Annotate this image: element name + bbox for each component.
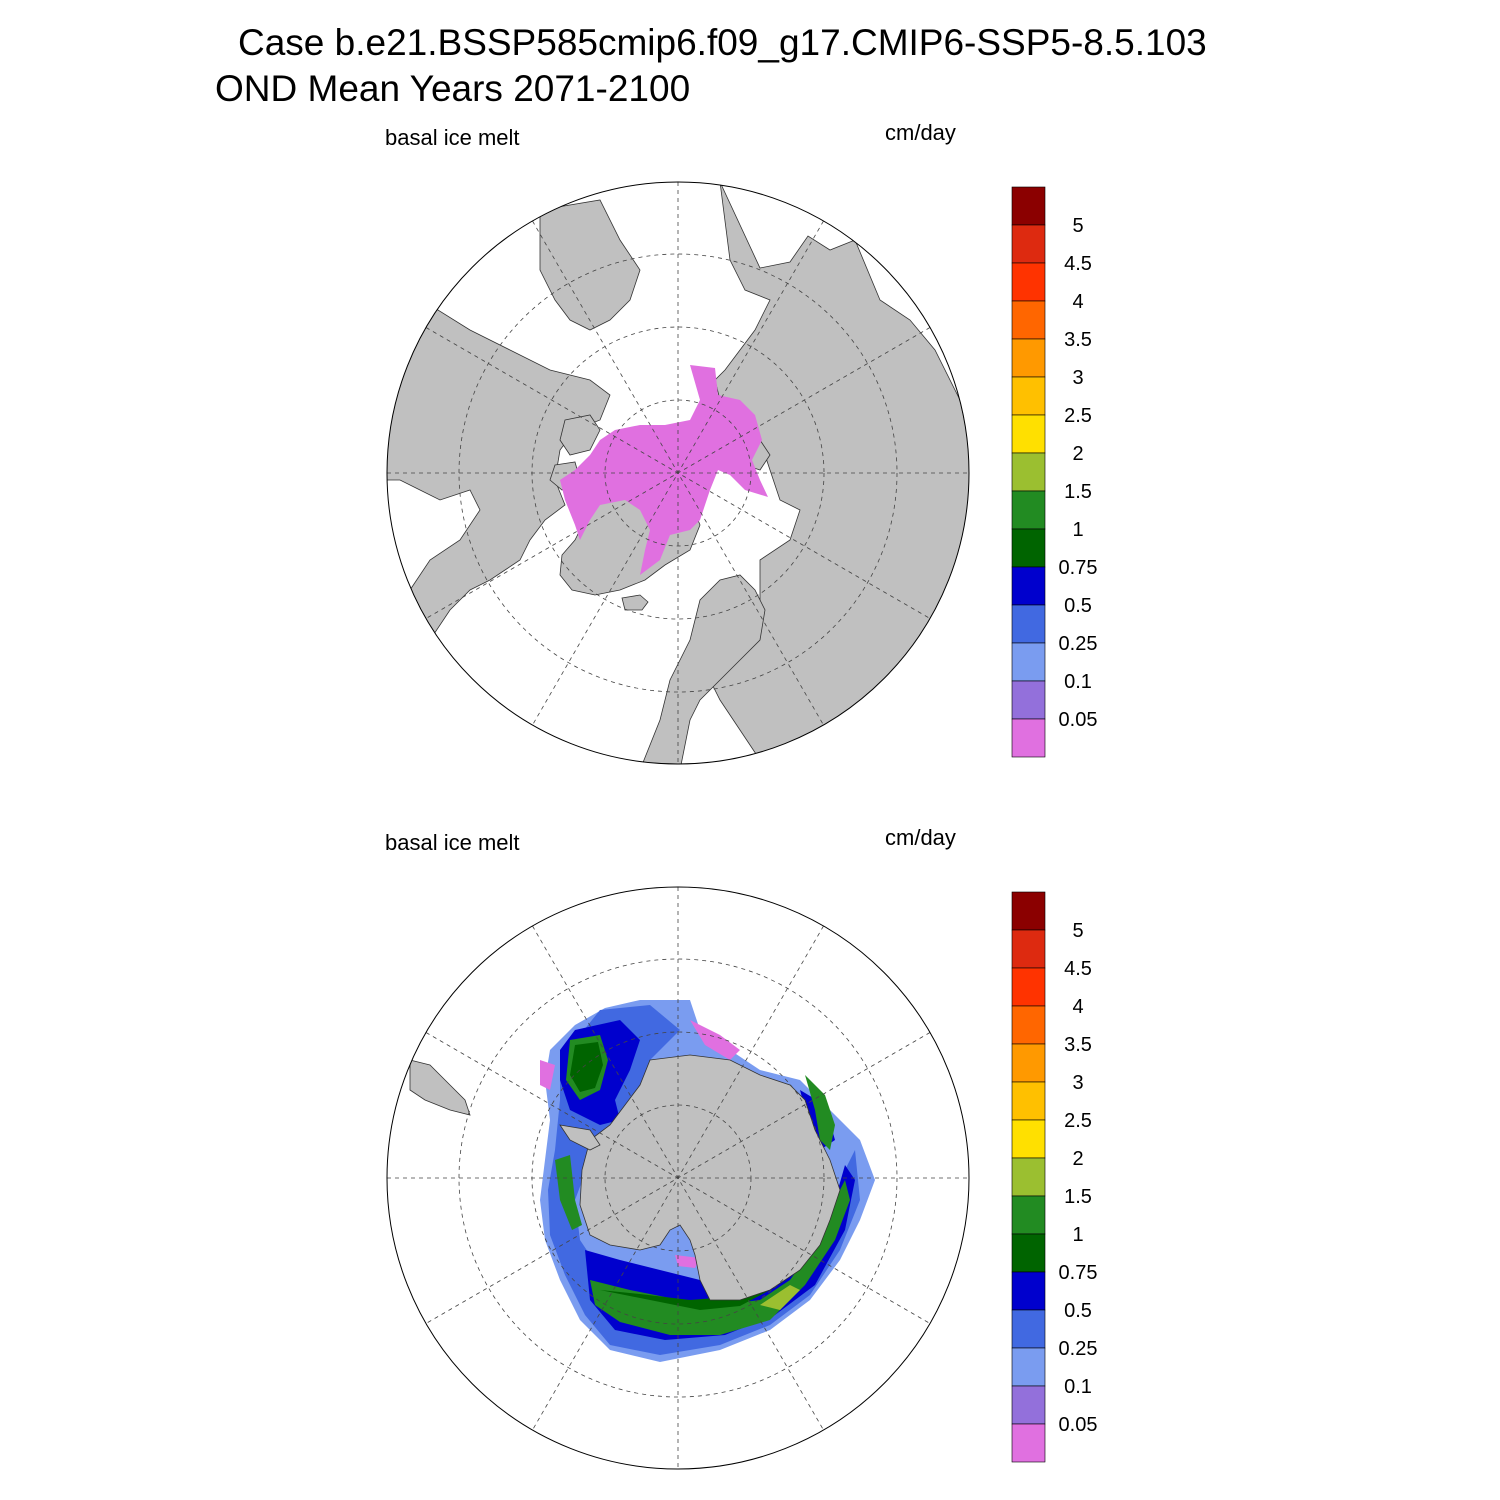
north-colorbar-swatch xyxy=(1011,262,1046,302)
south-colorbar-tick-label: 1.5 xyxy=(1064,1186,1092,1208)
north-colorbar-swatch xyxy=(1011,186,1046,226)
south-colorbar-tick-label: 0.05 xyxy=(1059,1414,1098,1436)
north-colorbar-swatch xyxy=(1011,566,1046,606)
north-colorbar-tick-label: 0.75 xyxy=(1059,557,1098,579)
north-panel-units-label: cm/day xyxy=(885,120,956,145)
south-map-border xyxy=(386,886,970,1470)
north-colorbar: 5 4.5 4 3.5 3 2.5 2 1.5 1 0.75 0.5 0.25 0.1 0.05 xyxy=(1011,186,1098,758)
south-panel-units-label: cm/day xyxy=(885,825,956,850)
north-colorbar-swatch xyxy=(1011,414,1046,454)
south-colorbar-swatch xyxy=(1011,891,1046,931)
south-colorbar-swatch xyxy=(1011,1233,1046,1273)
north-colorbar-tick-label: 5 xyxy=(1072,215,1083,237)
south-colorbar-swatch xyxy=(1011,1309,1046,1349)
north-colorbar-tick-label: 0.1 xyxy=(1064,671,1092,693)
north-ice-melt-field xyxy=(560,365,768,575)
south-colorbar-tick-label: 2.5 xyxy=(1064,1110,1092,1132)
south-colorbar-tick-label: 2 xyxy=(1072,1148,1083,1170)
south-colorbar-swatch xyxy=(1011,1271,1046,1311)
south-colorbar-swatch xyxy=(1011,1005,1046,1045)
south-colorbar-tick-label: 5 xyxy=(1072,920,1083,942)
north-colorbar-swatch xyxy=(1011,642,1046,682)
north-colorbar-tick-label: 0.25 xyxy=(1059,633,1098,655)
south-colorbar-swatch xyxy=(1011,929,1046,969)
north-polar-map xyxy=(386,181,970,765)
north-land-iceland xyxy=(621,594,649,611)
north-colorbar-swatch xyxy=(1011,528,1046,568)
north-map-border xyxy=(386,181,970,765)
north-colorbar-tick-label: 2 xyxy=(1072,443,1083,465)
south-colorbar: 5 4.5 4 3.5 3 2.5 2 1.5 1 0.75 0.5 0.25 0.1 0.05 xyxy=(1011,891,1098,1463)
north-colorbar-tick-label: 3.5 xyxy=(1064,329,1092,351)
north-colorbar-swatch xyxy=(1011,718,1046,758)
south-colorbar-tick-label: 0.75 xyxy=(1059,1262,1098,1284)
north-panel-variable-label: basal ice melt xyxy=(385,125,520,150)
north-colorbar-swatch xyxy=(1011,338,1046,378)
south-colorbar-tick-label: 3 xyxy=(1072,1072,1083,1094)
north-colorbar-tick-label: 0.5 xyxy=(1064,595,1092,617)
south-colorbar-tick-label: 1 xyxy=(1072,1224,1083,1246)
south-land-south-america xyxy=(409,1059,471,1116)
north-colorbar-swatch xyxy=(1011,490,1046,530)
south-colorbar-tick-label: 0.5 xyxy=(1064,1300,1092,1322)
north-colorbar-tick-label: 0.05 xyxy=(1059,709,1098,731)
north-land-north-america xyxy=(387,304,611,661)
south-colorbar-swatch xyxy=(1011,1157,1046,1197)
south-land-antarctic-peninsula xyxy=(559,1124,601,1151)
north-colorbar-tick-label: 4.5 xyxy=(1064,253,1092,275)
south-ice-melt-low-patches xyxy=(540,1020,740,1268)
south-land-antarctica xyxy=(579,1054,841,1301)
south-graticule xyxy=(387,887,969,1469)
north-colorbar-swatch xyxy=(1011,680,1046,720)
south-colorbar-swatch xyxy=(1011,967,1046,1007)
south-colorbar-tick-label: 4.5 xyxy=(1064,958,1092,980)
south-polar-map xyxy=(386,886,970,1470)
north-graticule xyxy=(387,182,969,764)
north-colorbar-tick-label: 4 xyxy=(1072,291,1083,313)
figure-title-line2: OND Mean Years 2071-2100 xyxy=(215,68,691,109)
north-colorbar-swatch xyxy=(1011,224,1046,264)
south-colorbar-swatch xyxy=(1011,1385,1046,1425)
north-colorbar-tick-label: 2.5 xyxy=(1064,405,1092,427)
north-colorbar-swatch xyxy=(1011,376,1046,416)
north-land-alaska xyxy=(539,199,641,331)
south-ice-melt-mid-band xyxy=(548,1005,860,1355)
south-ice-melt-core xyxy=(570,1042,790,1310)
north-colorbar-tick-label: 1 xyxy=(1072,519,1083,541)
south-colorbar-tick-label: 0.25 xyxy=(1059,1338,1098,1360)
south-ice-melt-high-streak xyxy=(760,1285,800,1310)
south-colorbar-swatch xyxy=(1011,1119,1046,1159)
north-colorbar-tick-label: 1.5 xyxy=(1064,481,1092,503)
south-panel-variable-label: basal ice melt xyxy=(385,830,520,855)
south-colorbar-swatch xyxy=(1011,1043,1046,1083)
north-colorbar-tick-label: 3 xyxy=(1072,367,1083,389)
south-colorbar-swatch xyxy=(1011,1423,1046,1463)
south-colorbar-tick-label: 3.5 xyxy=(1064,1034,1092,1056)
south-colorbar-swatch xyxy=(1011,1195,1046,1235)
north-land-europe xyxy=(639,574,766,764)
figure-title-line1: Case b.e21.BSSP585cmip6.f09_g17.CMIP6-SS… xyxy=(238,22,1207,63)
south-colorbar-swatch xyxy=(1011,1347,1046,1387)
north-colorbar-swatch xyxy=(1011,604,1046,644)
north-colorbar-swatch xyxy=(1011,300,1046,340)
north-colorbar-swatch xyxy=(1011,452,1046,492)
south-colorbar-swatch xyxy=(1011,1081,1046,1121)
south-colorbar-tick-label: 4 xyxy=(1072,996,1083,1018)
south-colorbar-tick-label: 0.1 xyxy=(1064,1376,1092,1398)
